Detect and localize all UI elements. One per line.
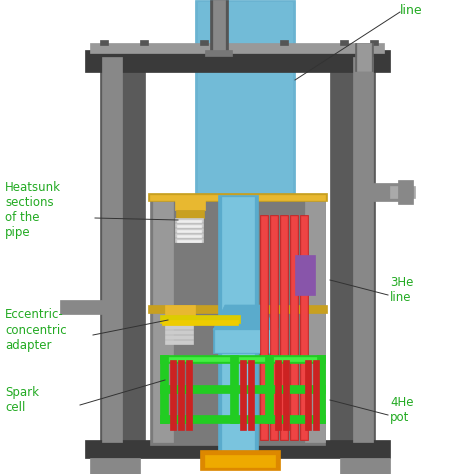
Bar bbox=[195, 0, 295, 195]
Bar bbox=[162, 357, 323, 361]
Bar bbox=[175, 198, 205, 210]
Bar bbox=[340, 458, 390, 474]
Bar bbox=[330, 55, 375, 445]
Bar bbox=[165, 325, 193, 329]
Bar bbox=[160, 355, 168, 423]
Bar bbox=[148, 305, 327, 313]
Bar bbox=[353, 57, 373, 442]
Bar bbox=[370, 40, 378, 45]
Bar bbox=[153, 197, 173, 442]
Bar bbox=[140, 40, 148, 45]
Bar bbox=[305, 360, 311, 430]
Bar bbox=[283, 360, 289, 430]
Bar bbox=[301, 216, 307, 439]
Bar bbox=[390, 186, 415, 198]
Bar bbox=[313, 360, 319, 430]
Bar bbox=[317, 355, 325, 423]
Bar bbox=[160, 415, 325, 423]
Bar bbox=[213, 0, 225, 52]
Bar bbox=[280, 215, 288, 440]
Bar bbox=[280, 40, 288, 45]
Bar bbox=[150, 195, 325, 445]
Bar bbox=[162, 320, 238, 325]
Bar bbox=[213, 328, 278, 353]
Bar bbox=[198, 2, 292, 192]
Bar bbox=[90, 43, 384, 53]
Bar bbox=[295, 255, 315, 295]
Bar bbox=[175, 238, 203, 242]
Bar bbox=[100, 55, 145, 445]
Bar bbox=[218, 195, 258, 465]
Bar bbox=[215, 330, 276, 352]
Bar bbox=[357, 43, 371, 71]
Bar bbox=[160, 385, 325, 393]
Bar bbox=[160, 315, 240, 323]
Bar bbox=[398, 180, 413, 204]
Bar bbox=[165, 340, 193, 344]
Text: Heatsunk
sections
of the
pipe: Heatsunk sections of the pipe bbox=[5, 181, 61, 239]
Bar bbox=[178, 360, 184, 430]
Bar bbox=[166, 317, 194, 325]
Bar bbox=[177, 240, 201, 242]
Bar bbox=[275, 360, 281, 430]
Polygon shape bbox=[213, 305, 275, 330]
Text: Spark
cell: Spark cell bbox=[5, 386, 39, 414]
Bar bbox=[355, 43, 373, 71]
Bar bbox=[260, 215, 268, 440]
Bar bbox=[177, 230, 201, 232]
Bar bbox=[165, 335, 193, 339]
Bar bbox=[230, 355, 238, 423]
Bar bbox=[102, 57, 122, 442]
Text: line: line bbox=[400, 3, 423, 17]
Bar bbox=[200, 450, 280, 470]
Bar bbox=[291, 216, 297, 439]
Bar bbox=[270, 215, 278, 440]
Bar bbox=[205, 455, 275, 467]
Bar bbox=[300, 215, 308, 440]
Bar bbox=[305, 197, 325, 442]
Bar bbox=[165, 305, 195, 317]
Bar bbox=[265, 355, 273, 423]
Bar bbox=[210, 0, 228, 52]
Bar bbox=[90, 458, 140, 474]
Bar bbox=[175, 228, 203, 232]
Bar bbox=[175, 223, 203, 227]
Text: 3He
line: 3He line bbox=[390, 276, 413, 304]
Bar bbox=[148, 193, 327, 201]
Bar bbox=[165, 330, 193, 334]
Bar bbox=[205, 50, 232, 56]
Bar bbox=[370, 183, 410, 201]
Bar bbox=[60, 300, 105, 314]
Bar bbox=[248, 360, 254, 430]
Bar bbox=[281, 216, 287, 439]
Bar bbox=[175, 233, 203, 237]
Bar bbox=[271, 216, 277, 439]
Bar bbox=[240, 360, 246, 430]
Bar bbox=[100, 40, 108, 45]
Bar bbox=[177, 220, 201, 222]
Bar bbox=[177, 225, 201, 227]
Text: Eccentric-
concentric
adapter: Eccentric- concentric adapter bbox=[5, 309, 67, 352]
Bar bbox=[85, 50, 390, 72]
Bar bbox=[222, 197, 254, 465]
Bar bbox=[175, 218, 203, 222]
Bar bbox=[150, 195, 325, 200]
Bar bbox=[176, 210, 204, 218]
Bar bbox=[186, 360, 192, 430]
Text: 4He
pot: 4He pot bbox=[390, 396, 413, 424]
Bar bbox=[170, 360, 176, 430]
Bar bbox=[200, 40, 208, 45]
Bar bbox=[261, 216, 267, 439]
Bar bbox=[177, 235, 201, 237]
Bar bbox=[340, 40, 348, 45]
Bar bbox=[160, 355, 325, 363]
Bar bbox=[85, 440, 390, 458]
Bar bbox=[290, 215, 298, 440]
